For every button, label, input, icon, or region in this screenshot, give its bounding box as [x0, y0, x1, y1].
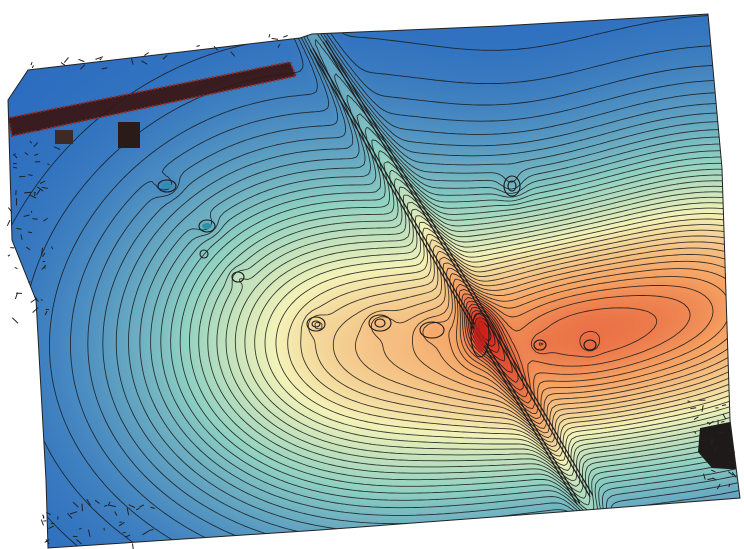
ring-contour	[306, 316, 326, 332]
ring-contour	[419, 321, 445, 339]
ring-contour	[507, 180, 517, 192]
ring-contour	[231, 271, 245, 283]
ring-contour	[533, 339, 547, 351]
ridge-peak-fill	[474, 317, 486, 353]
ring-contour	[374, 318, 386, 328]
ring-contour	[470, 312, 490, 358]
terrain-features	[8, 40, 740, 505]
ridge-strip-edge	[312, 47, 581, 504]
ridge-strip-edge	[322, 41, 591, 498]
ring-contour	[157, 179, 177, 193]
ring-contour	[311, 320, 321, 328]
dark-block	[55, 130, 73, 144]
ring-contour	[368, 314, 392, 332]
edge-fragment-path	[6, 34, 737, 549]
ring-contour	[198, 219, 216, 233]
ring-contour	[583, 339, 597, 351]
dark-wall-strip	[8, 62, 296, 136]
ring-contour	[199, 249, 209, 259]
ridge-strip-edge	[309, 49, 578, 505]
ridge-strip-edge	[325, 40, 594, 496]
dark-block	[118, 122, 140, 148]
pit-fill	[162, 183, 172, 189]
ring-contour	[503, 175, 521, 197]
mesh-boundary	[7, 13, 741, 549]
mesh-edge-fragments	[6, 34, 737, 549]
pit-fill	[202, 223, 212, 229]
